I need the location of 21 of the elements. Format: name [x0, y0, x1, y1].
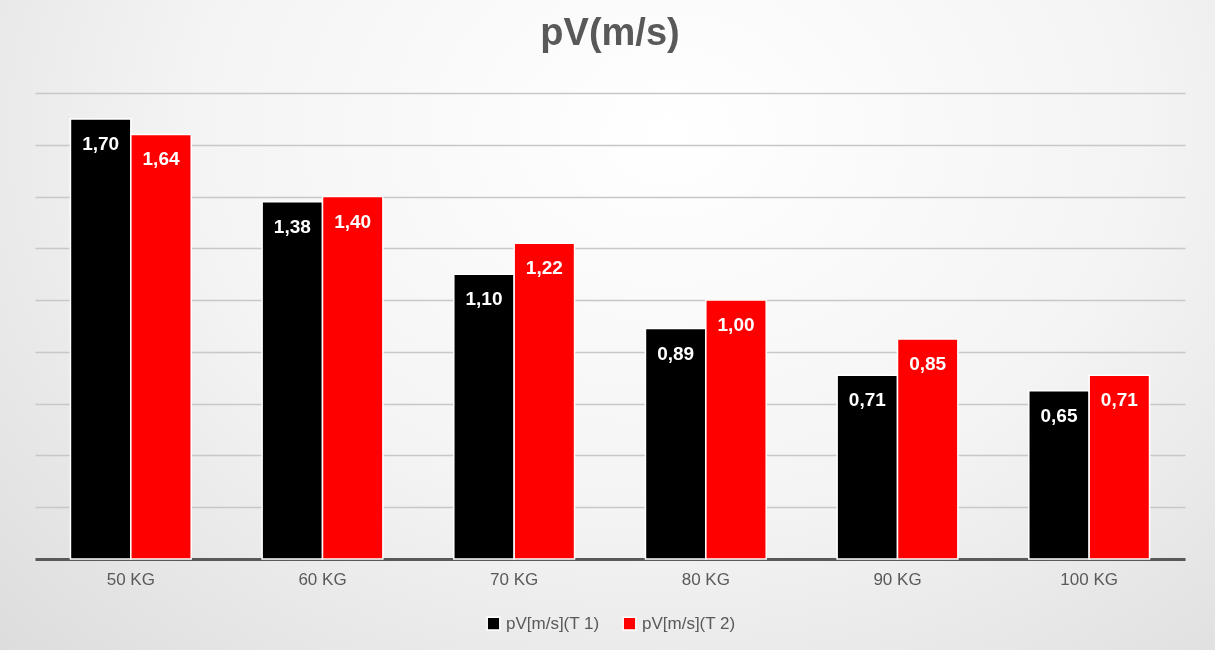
x-tick-label: 90 KG	[873, 569, 922, 589]
data-label: 1,40	[334, 210, 372, 232]
data-label: 0,65	[1040, 404, 1078, 426]
data-label: 1,70	[82, 132, 120, 154]
data-label: 0,71	[1100, 389, 1139, 411]
data-label: 1,22	[525, 257, 563, 279]
data-label: 0,71	[848, 389, 887, 411]
data-label: 1,10	[465, 288, 503, 310]
x-tick-label: 70 KG	[490, 569, 539, 589]
data-label: 1,64	[142, 148, 180, 170]
x-tick-label: 60 KG	[298, 569, 347, 589]
chart-title: pV(m/s)	[540, 11, 680, 53]
legend-label: pV[m/s](T 1)	[506, 613, 600, 633]
legend-label: pV[m/s](T 2)	[642, 613, 736, 633]
x-tick-label: 100 KG	[1060, 569, 1118, 589]
x-tick-label: 80 KG	[681, 569, 730, 589]
data-label: 0,89	[657, 342, 695, 364]
x-tick-label: 50 KG	[106, 569, 155, 589]
data-label: 1,00	[717, 314, 755, 336]
data-label: 0,85	[909, 352, 947, 374]
data-label: 1,38	[273, 215, 311, 237]
